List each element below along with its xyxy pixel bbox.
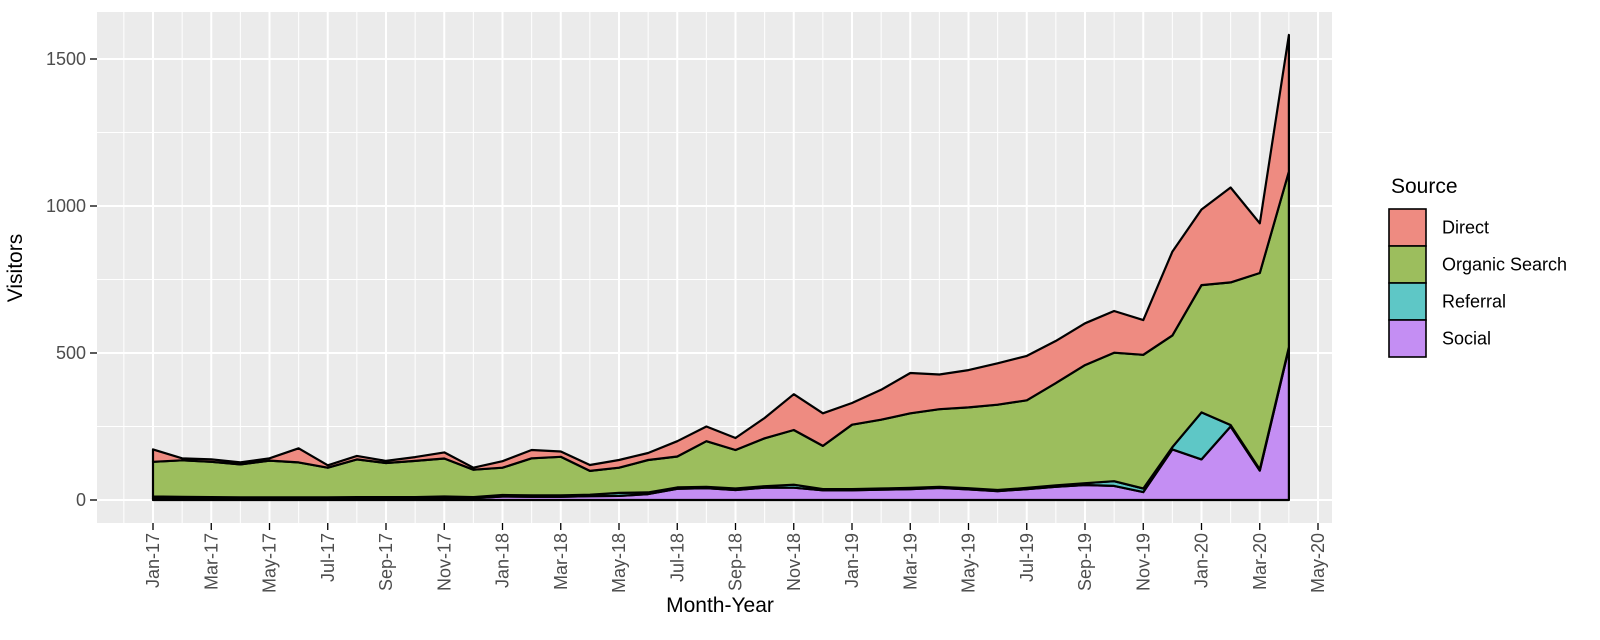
x-axis-tick-label: Jan-18 (493, 533, 513, 588)
legend-label: Social (1442, 329, 1491, 349)
legend-key-swatch (1388, 319, 1427, 358)
legend-key-swatch (1388, 245, 1427, 284)
y-axis-title: Visitors (4, 234, 27, 302)
legend-key-swatch (1388, 208, 1427, 247)
legend-item-social: Social (1388, 319, 1491, 358)
legend-label: Organic Search (1442, 255, 1567, 275)
legend-item-organic-search: Organic Search (1388, 245, 1567, 284)
legend-item-referral: Referral (1388, 282, 1506, 321)
x-axis-tick-label: Jul-18 (667, 533, 687, 582)
x-axis-tick-label: Jan-17 (143, 533, 163, 588)
x-axis-tick-label: May-20 (1308, 533, 1328, 593)
x-axis-tick-label: Jan-20 (1192, 533, 1212, 588)
x-axis-tick-label: Sep-18 (726, 533, 746, 591)
legend-label: Direct (1442, 218, 1489, 238)
legend-title: Source (1391, 175, 1458, 198)
x-axis-tick-label: May-17 (260, 533, 280, 593)
x-axis-tick-label: Jul-19 (1017, 533, 1037, 582)
axis-ticks (90, 58, 1319, 530)
x-axis-tick-label: Nov-18 (784, 533, 804, 591)
x-axis-tick-label: Mar-17 (201, 533, 221, 590)
x-axis-tick-label: May-18 (609, 533, 629, 593)
y-axis-tick-label: 0 (76, 490, 86, 510)
x-axis-tick-label: Mar-18 (551, 533, 571, 590)
legend-item-direct: Direct (1388, 208, 1489, 247)
y-axis-tick-label: 500 (56, 343, 86, 363)
legend: Source Direct Organic Search Referral Social (1388, 175, 1567, 358)
x-axis-tick-label: Jan-19 (842, 533, 862, 588)
area-direct (151, 33, 1290, 472)
x-axis-tick-label: May-19 (959, 533, 979, 593)
x-axis-tick-label: Sep-17 (376, 533, 396, 591)
legend-key-swatch (1388, 282, 1427, 321)
stacked-areas (151, 33, 1290, 502)
legend-label: Referral (1442, 292, 1506, 312)
x-axis-tick-label: Nov-17 (434, 533, 454, 591)
y-axis-labels: 0 500 1000 1500 (46, 49, 86, 510)
y-axis-tick-label: 1500 (46, 49, 86, 69)
x-axis-tick-label: Mar-20 (1250, 533, 1270, 590)
x-axis-tick-label: Sep-19 (1075, 533, 1095, 591)
x-axis-tick-label: Jul-17 (318, 533, 338, 582)
x-axis-labels: Jan-17 Mar-17 May-17 Jul-17 Sep-17 Nov-17 Jan-… (143, 533, 1328, 593)
y-axis-tick-label: 1000 (46, 196, 86, 216)
x-axis-title: Month-Year (666, 594, 774, 617)
x-axis-tick-label: Nov-19 (1133, 533, 1153, 591)
x-axis-tick-label: Mar-19 (900, 533, 920, 590)
